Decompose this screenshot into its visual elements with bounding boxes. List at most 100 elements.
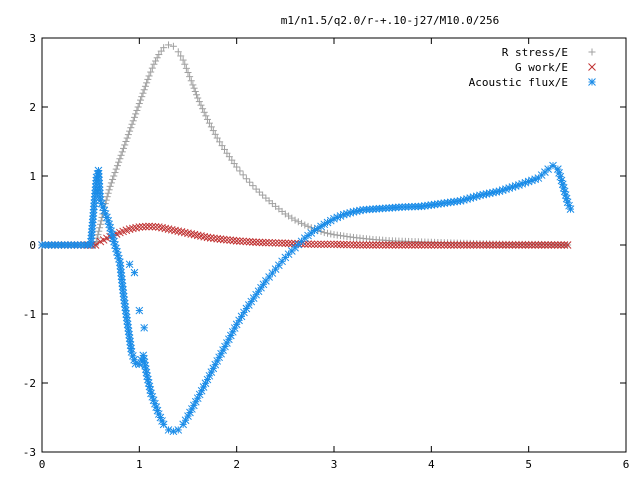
- data-point: [190, 84, 198, 92]
- data-point: [343, 240, 351, 249]
- data-point: [123, 134, 131, 142]
- data-point: [135, 223, 144, 231]
- data-point: [365, 241, 374, 249]
- data-point: [171, 226, 179, 235]
- data-point: [440, 241, 449, 249]
- data-point: [239, 171, 247, 179]
- data-point: [511, 241, 520, 249]
- data-point: [226, 236, 235, 245]
- data-point: [456, 241, 465, 249]
- data-point: [158, 223, 166, 232]
- data-point: [317, 240, 325, 249]
- data-point: [213, 134, 221, 142]
- data-point: [151, 222, 160, 231]
- data-point: [218, 142, 226, 150]
- data-point: [197, 232, 205, 240]
- data-point: [310, 240, 319, 249]
- data-point: [125, 225, 134, 233]
- data-point: [197, 101, 205, 109]
- y-tick-label: -2: [23, 377, 36, 390]
- data-point: [104, 189, 112, 197]
- data-point: [327, 230, 335, 238]
- data-point: [115, 158, 123, 166]
- data-point: [239, 237, 248, 246]
- data-point: [252, 185, 260, 193]
- data-point: [229, 236, 238, 245]
- data-point: [375, 241, 384, 249]
- data-point: [213, 234, 222, 243]
- data-point: [158, 417, 166, 425]
- data-point: [336, 240, 345, 249]
- data-point: [298, 219, 306, 227]
- legend-marker: [588, 63, 596, 71]
- data-point: [372, 241, 381, 249]
- data-point: [313, 240, 322, 249]
- x-tick-label: 0: [39, 458, 46, 471]
- data-point: [187, 230, 196, 238]
- y-tick-label: -3: [23, 446, 36, 459]
- data-point: [143, 79, 151, 87]
- data-point: [221, 145, 228, 153]
- data-point: [333, 240, 342, 249]
- data-point: [524, 241, 533, 249]
- data-point: [134, 103, 142, 111]
- series-0: [38, 41, 572, 249]
- data-point: [563, 241, 572, 249]
- data-point: [164, 426, 173, 434]
- data-point: [121, 141, 129, 149]
- data-point: [278, 239, 286, 248]
- data-point: [179, 420, 187, 429]
- data-point: [144, 75, 152, 83]
- data-point: [236, 237, 244, 245]
- data-point: [515, 241, 523, 249]
- data-point: [129, 117, 137, 125]
- data-point: [177, 52, 185, 60]
- data-point: [469, 241, 478, 249]
- data-point: [352, 240, 361, 249]
- data-point: [200, 108, 208, 116]
- data-point: [140, 86, 148, 94]
- data-point: [554, 241, 562, 249]
- data-point: [169, 42, 177, 50]
- data-point: [249, 238, 257, 246]
- data-point: [459, 241, 468, 249]
- data-point: [216, 235, 225, 243]
- data-point: [210, 234, 218, 243]
- data-point: [330, 240, 338, 249]
- data-point: [391, 241, 400, 249]
- data-point: [284, 239, 293, 248]
- data-point: [508, 241, 517, 249]
- data-point: [339, 240, 348, 249]
- data-point: [326, 240, 335, 249]
- data-point: [550, 241, 559, 249]
- data-point: [233, 163, 241, 171]
- data-point: [174, 426, 183, 434]
- data-point: [362, 241, 371, 249]
- y-tick-label: -1: [23, 308, 36, 321]
- data-point: [130, 268, 139, 277]
- data-point: [235, 316, 243, 325]
- data-point: [485, 241, 494, 249]
- data-point: [446, 241, 455, 249]
- data-point: [145, 72, 153, 80]
- data-point: [180, 228, 189, 237]
- data-point: [323, 218, 332, 227]
- data-point: [378, 241, 387, 249]
- data-point: [116, 155, 124, 163]
- data-point: [190, 230, 199, 239]
- data-point: [145, 222, 153, 231]
- data-point: [323, 240, 332, 249]
- data-point: [258, 238, 267, 247]
- data-point: [547, 241, 556, 249]
- data-point: [107, 179, 115, 187]
- data-point: [408, 241, 416, 249]
- data-point: [505, 241, 514, 249]
- data-point: [148, 64, 156, 72]
- data-point: [174, 48, 182, 56]
- data-point: [147, 68, 155, 76]
- legend-marker: [588, 48, 596, 56]
- data-point: [109, 175, 117, 183]
- data-point: [466, 241, 475, 249]
- data-point: [252, 238, 260, 247]
- data-point: [463, 241, 471, 249]
